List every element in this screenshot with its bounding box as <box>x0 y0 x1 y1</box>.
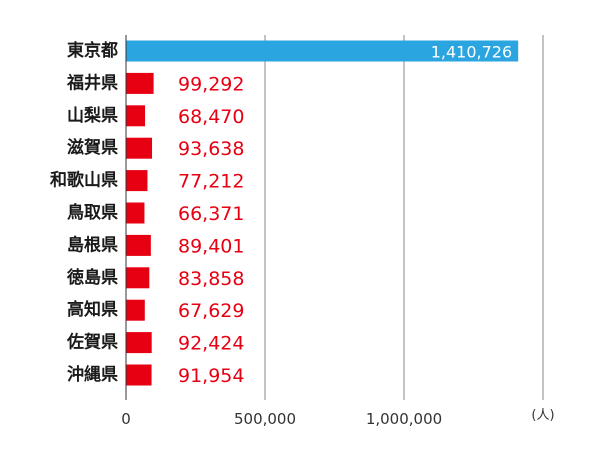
value-label-9: 67,629 <box>178 300 244 322</box>
category-label-8: 徳島県 <box>66 267 118 288</box>
category-label-1: 東京都 <box>67 40 118 61</box>
bar-4 <box>126 137 153 159</box>
bar-6 <box>126 202 145 224</box>
category-label-9: 高知県 <box>67 299 118 320</box>
bar-7 <box>126 234 151 256</box>
category-label-5: 和歌山県 <box>50 170 118 191</box>
value-label-10: 92,424 <box>178 333 244 355</box>
bar-5 <box>126 170 148 192</box>
category-label-7: 島根県 <box>67 234 118 255</box>
bar-10 <box>126 332 152 354</box>
value-label-5: 77,212 <box>178 171 244 193</box>
value-label-7: 89,401 <box>178 235 244 257</box>
value-label-2: 99,292 <box>178 73 244 95</box>
value-label-4: 93,638 <box>178 138 244 160</box>
bar-11 <box>126 364 152 386</box>
bar-3 <box>126 105 146 127</box>
x-tick-label-1: 0 <box>121 410 131 428</box>
x-unit-label: (人) <box>531 408 554 423</box>
x-tick-label-2: 500,000 <box>234 410 296 428</box>
category-label-4: 滋賀県 <box>67 137 118 158</box>
category-label-11: 沖縄県 <box>67 364 118 385</box>
value-label-11: 91,954 <box>178 365 244 387</box>
category-label-10: 佐賀県 <box>66 332 118 353</box>
bar-8 <box>126 267 150 289</box>
bar-2 <box>126 72 154 94</box>
bar-9 <box>126 299 145 321</box>
value-label-8: 83,858 <box>178 268 244 290</box>
category-label-6: 鳥取県 <box>67 202 118 223</box>
value-label-6: 66,371 <box>178 203 244 225</box>
value-label-1: 1,410,726 <box>431 43 512 62</box>
x-tick-label-3: 1,000,000 <box>366 410 442 428</box>
bar-1 <box>126 40 519 62</box>
category-label-3: 山梨県 <box>67 105 118 126</box>
category-label-2: 福井県 <box>66 72 118 93</box>
value-label-3: 68,470 <box>178 106 244 128</box>
